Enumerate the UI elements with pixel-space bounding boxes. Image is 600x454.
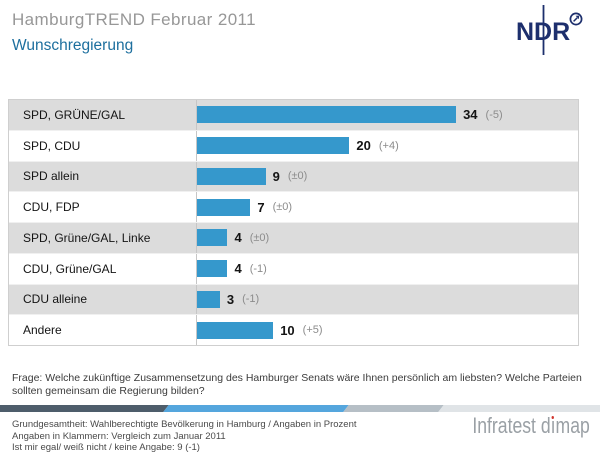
table-row: SPD, GRÜNE/GAL 34 (-5): [9, 100, 578, 131]
bar-cell: 9 (±0): [197, 162, 578, 192]
stripe-segment: [343, 405, 444, 412]
change-label: (±0): [249, 231, 270, 244]
divider-stripe: [0, 405, 600, 412]
brand-text-left: Infratest d: [472, 413, 551, 438]
value-label: 7: [257, 199, 265, 215]
category-label: SPD, CDU: [9, 130, 197, 161]
value-label: 9: [272, 168, 280, 184]
category-label: SPD allein: [9, 161, 197, 192]
ard-circle-arrow-icon: [569, 12, 583, 26]
footnote-line: Grundgesamtheit: Wahlberechtigte Bevölke…: [12, 419, 357, 430]
value-bar: [197, 198, 251, 216]
bar-cell: 34 (-5): [197, 100, 578, 130]
table-row: CDU, FDP 7 (±0): [9, 192, 578, 223]
wunschregierung-chart: SPD, GRÜNE/GAL 34 (-5) SPD, CDU 20 (+4) SPD al…: [8, 99, 579, 346]
chart-rows: SPD, GRÜNE/GAL 34 (-5) SPD, CDU 20 (+4) SPD al…: [9, 100, 578, 345]
value-bar: [197, 290, 220, 308]
table-row: Andere 10 (+5): [9, 315, 578, 345]
change-label: (-1): [242, 293, 260, 306]
table-row: SPD, Grüne/GAL, Linke 4 (±0): [9, 223, 578, 254]
change-label: (-5): [485, 108, 503, 121]
ndr-logo: NDR: [516, 5, 584, 55]
bar-cell: 3 (-1): [197, 285, 578, 315]
value-label: 10: [280, 322, 295, 338]
category-label: SPD, Grüne/GAL, Linke: [9, 223, 197, 253]
category-label: Andere: [9, 315, 197, 345]
table-row: SPD, CDU 20 (+4): [9, 130, 578, 162]
value-label: 20: [356, 138, 371, 154]
change-label: (±0): [272, 201, 293, 214]
ndr-logo-graphic: NDR: [516, 5, 583, 55]
ndr-logo-text: NDR: [516, 18, 570, 46]
bar-cell: 4 (-1): [197, 254, 578, 284]
footnotes: Grundgesamtheit: Wahlberechtigte Bevölke…: [12, 419, 357, 454]
stripe-segment: [438, 405, 600, 412]
value-label: 4: [234, 261, 242, 277]
category-label: CDU, FDP: [9, 192, 197, 222]
question-text: Frage: Welche zukünftige Zusammensetzung…: [12, 372, 582, 397]
value-bar: [197, 321, 274, 339]
footnote-line: Angaben in Klammern: Vergleich zum Janua…: [12, 430, 226, 442]
stripe-segment: [163, 405, 349, 412]
value-label: 4: [234, 230, 242, 246]
change-label: (+5): [302, 324, 323, 337]
bar-cell: 20 (+4): [197, 131, 578, 161]
brand-red-dot-i: ı: [550, 413, 556, 438]
category-label: CDU alleine: [9, 284, 197, 315]
bar-cell: 4 (±0): [197, 223, 578, 253]
brand-text-right: map: [555, 413, 590, 438]
value-bar: [197, 260, 228, 278]
value-label: 3: [226, 291, 235, 307]
divider-stripe-segments: [0, 405, 600, 412]
stripe-segment: [0, 405, 169, 412]
table-row: CDU, Grüne/GAL 4 (-1): [9, 253, 578, 285]
slide-supertitle: HamburgTREND Februar 2011: [12, 10, 256, 29]
table-row: SPD allein 9 (±0): [9, 161, 578, 193]
bar-cell: 7 (±0): [197, 192, 578, 222]
category-label: CDU, Grüne/GAL: [9, 253, 197, 284]
value-bar: [197, 106, 457, 124]
infratest-dimap-logo: Infratest dımap: [473, 413, 590, 439]
change-label: (+4): [378, 139, 399, 152]
page-title: Wunschregierung: [12, 37, 134, 54]
value-bar: [197, 167, 266, 185]
value-label: 34: [463, 107, 478, 123]
bar-cell: 10 (+5): [197, 315, 578, 345]
change-label: (±0): [287, 170, 308, 183]
change-label: (-1): [249, 262, 267, 275]
footnote-line: Ist mir egal/ weiß nicht / keine Angabe:…: [12, 442, 200, 453]
table-row: CDU alleine 3 (-1): [9, 284, 578, 316]
value-bar: [197, 229, 228, 247]
value-bar: [197, 137, 350, 155]
category-label: SPD, GRÜNE/GAL: [9, 100, 197, 130]
